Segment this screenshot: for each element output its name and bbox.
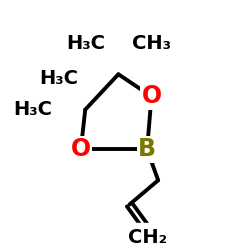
Text: H₃C: H₃C xyxy=(13,100,52,119)
Text: H₃C: H₃C xyxy=(66,34,105,53)
Text: B: B xyxy=(138,138,156,162)
Text: CH₃: CH₃ xyxy=(132,34,171,53)
Text: H₃C: H₃C xyxy=(40,69,78,88)
Text: CH₂: CH₂ xyxy=(128,228,167,247)
Text: O: O xyxy=(71,138,91,162)
Text: O: O xyxy=(142,84,162,108)
